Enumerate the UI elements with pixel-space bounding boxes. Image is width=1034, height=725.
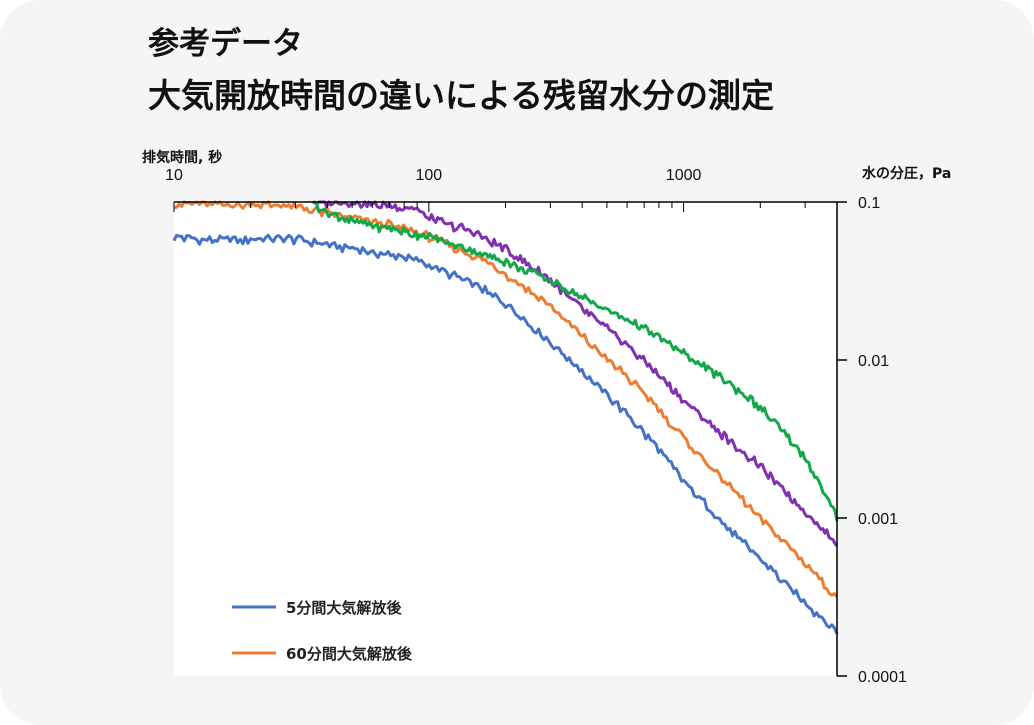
x-axis-title: 排気時間, 秒 [142, 149, 222, 166]
y-tick-label: 0.0001 [858, 669, 907, 686]
page-subtitle: 大気開放時間の違いによる残留水分の測定 [148, 76, 775, 115]
x-tick-label: 10 [165, 167, 183, 184]
y-tick-label: 0.1 [858, 195, 880, 212]
y-axis-title: 水の分圧，Pa [862, 165, 951, 182]
series-line-1 [172, 233, 839, 635]
series-layer [172, 200, 839, 635]
x-tick-label: 100 [415, 167, 442, 184]
series-line-2 [173, 200, 839, 598]
page-title: 参考データ [148, 26, 303, 62]
y-tick-label: 0.001 [858, 511, 898, 528]
series-line-3 [312, 200, 839, 548]
legend-label-1: 5分間大気解放後 [286, 599, 402, 617]
series-line-4 [311, 200, 839, 522]
x-tick-label: 1000 [666, 167, 702, 184]
y-axis-ticks: 0.1 0.01 0.001 0.0001 [837, 195, 907, 686]
legend: 5分間大気解放後 60分間大気解放後 [232, 599, 413, 663]
y-tick-label: 0.01 [858, 353, 889, 370]
plot-area: 10 100 1000 0.1 0.01 0.001 0.0001 [165, 167, 907, 686]
legend-label-2: 60分間大気解放後 [286, 645, 413, 663]
x-axis-ticks: 10 100 1000 [165, 167, 838, 212]
